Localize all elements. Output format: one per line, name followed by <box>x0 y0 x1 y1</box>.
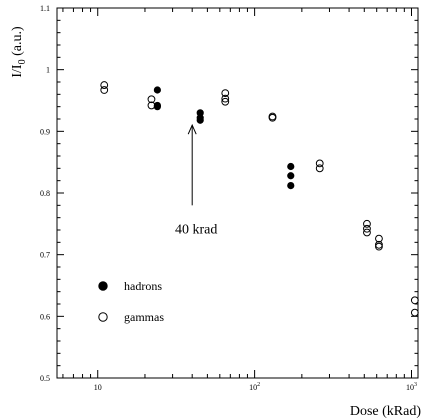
legend-label-hadrons: hadrons <box>124 279 162 293</box>
point-gammas <box>268 113 277 122</box>
y-axis-label-unit: (a.u.) <box>10 26 25 59</box>
point-gammas <box>363 224 371 233</box>
y-axis-label-sub: 0 <box>17 59 28 64</box>
x-tick-label-exponent: 2 <box>257 382 260 388</box>
y-tick-label: 1 <box>46 66 50 75</box>
data-points <box>100 81 419 317</box>
legend: hadrons gammas <box>98 279 164 324</box>
point-gammas <box>221 97 230 106</box>
point-gammas <box>147 95 156 104</box>
x-tick-label-base: 10 <box>249 383 257 392</box>
point-hadrons <box>153 86 161 94</box>
axis-ticks <box>57 7 418 379</box>
x-tick-label-exponent: 3 <box>414 382 417 388</box>
annotation-arrow-head <box>187 123 197 135</box>
point-gammas <box>100 86 109 94</box>
annotation-label: 40 krad <box>175 222 217 237</box>
annotation-40krad: 40 krad <box>175 123 217 237</box>
point-gammas <box>315 159 324 168</box>
x-tick-label-base: 10 <box>94 383 102 392</box>
point-gammas <box>375 234 383 243</box>
point-hadrons <box>287 162 295 171</box>
x-tick-label: 10 <box>94 383 102 392</box>
point-gammas <box>375 242 383 251</box>
point-hadrons <box>287 182 295 190</box>
point-gammas <box>315 164 324 173</box>
x-tick-label: 102 <box>249 382 260 392</box>
legend-marker-hadrons <box>98 281 108 291</box>
point-gammas <box>410 308 419 317</box>
tick-labels: 0.50.60.70.80.911.110 102 103 <box>40 4 417 392</box>
x-axis-label: Dose (kRad) <box>350 404 421 419</box>
plot-frame <box>56 7 419 379</box>
point-gammas <box>100 81 109 89</box>
y-axis-label: I/I0 (a.u.) <box>10 26 28 78</box>
y-tick-label: 0.7 <box>40 251 50 260</box>
y-tick-label: 1.1 <box>40 4 50 13</box>
x-tick-label: 103 <box>406 382 417 392</box>
y-tick-label: 0.8 <box>40 189 50 198</box>
point-gammas <box>410 296 419 305</box>
point-gammas <box>147 101 156 110</box>
point-hadrons <box>196 116 204 124</box>
y-tick-label: 0.6 <box>40 312 50 321</box>
point-gammas <box>221 94 230 103</box>
legend-label-gammas: gammas <box>124 310 164 324</box>
point-hadrons <box>287 172 295 180</box>
y-tick-label: 0.5 <box>40 374 50 383</box>
x-tick-label-base: 10 <box>406 383 414 392</box>
point-gammas <box>221 89 230 97</box>
point-gammas <box>363 228 371 237</box>
y-tick-label: 0.9 <box>40 127 50 136</box>
legend-marker-gammas <box>98 312 108 322</box>
point-gammas <box>363 219 371 228</box>
